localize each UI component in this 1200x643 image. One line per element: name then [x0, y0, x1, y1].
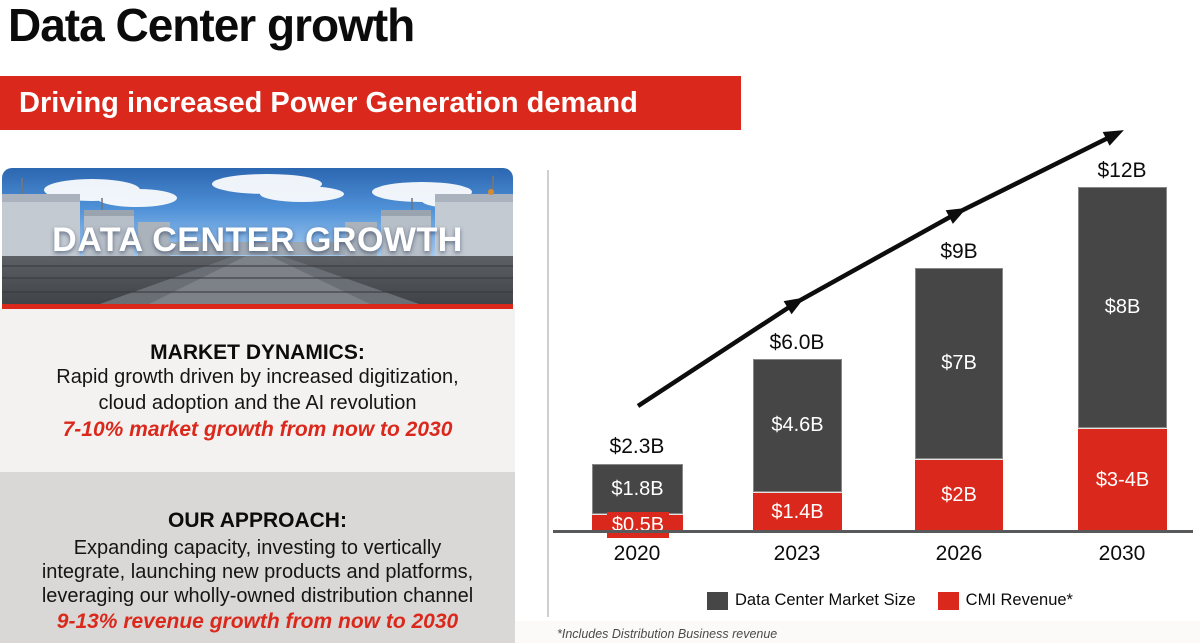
bar-segment-market-2020-label: $1.8B [611, 477, 664, 500]
total-label-2020: $2.3B [609, 435, 665, 458]
legend-swatch-cmi-revenue-icon [937, 591, 959, 610]
footnote-strip [515, 621, 1200, 643]
bar-segment-market-2030-label: $8B [1104, 296, 1141, 318]
bar-segment-market-2023: $4.6B [753, 359, 842, 492]
x-axis-line [553, 530, 1193, 533]
bar-segment-market-2030: $8B [1078, 187, 1167, 428]
total-label-2030: $12B [1097, 159, 1147, 182]
bar-segment-cmi-2030-label: $3-4B [1095, 468, 1150, 491]
bar-segment-market-2026-label: $7B [941, 352, 977, 374]
bar-segment-cmi-2026: $2B [915, 459, 1003, 531]
legend-label-cmi-revenue: CMI Revenue* [965, 591, 1073, 609]
bar-segment-market-2026: $7B [915, 268, 1003, 459]
axis-label-2020: 2020 [613, 542, 661, 565]
vertical-divider [547, 170, 549, 617]
market-dynamics-line-1: Rapid growth driven by increased digitiz… [56, 366, 459, 388]
our-approach-line-3: leveraging our wholly-owned distribution… [41, 585, 474, 607]
market-dynamics-highlight: 7-10% market growth from now to 2030 [62, 418, 453, 441]
axis-label-2023: 2023 [773, 542, 821, 565]
data-center-photo [2, 168, 513, 305]
bar-segment-cmi-2023-label: $1.4B [771, 500, 824, 523]
market-dynamics-panel [0, 309, 515, 472]
data-center-photo-illustration [2, 168, 513, 305]
total-label-2026: $9B [940, 240, 978, 263]
bar-segment-cmi-2023: $1.4B [753, 492, 842, 531]
our-approach-line-1: Expanding capacity, investing to vertica… [73, 537, 442, 559]
subtitle-banner-text: Driving increased Power Generation deman… [19, 87, 638, 119]
market-dynamics-heading: MARKET DYNAMICS: [150, 341, 365, 364]
our-approach-highlight: 9-13% revenue growth from now to 2030 [56, 610, 459, 633]
subtitle-banner: Driving increased Power Generation deman… [0, 76, 741, 130]
our-approach-panel [0, 472, 515, 643]
bar-segment-market-2020: $1.8B [592, 464, 683, 514]
bar-segment-cmi-2020-label: $0.5B [607, 512, 669, 538]
market-dynamics-line-2: cloud adoption and the AI revolution [98, 392, 417, 414]
legend-swatch-market-size-icon [707, 591, 729, 610]
axis-label-2030: 2030 [1098, 542, 1146, 565]
total-label-2023: $6.0B [769, 331, 825, 354]
photo-red-underline [2, 304, 513, 309]
photo-caption: DATA CENTER GROWTH [52, 221, 463, 259]
axis-label-2026: 2026 [935, 542, 983, 565]
chart-legend: Data Center Market Size CMI Revenue* [560, 591, 1200, 610]
chart-footnote: *Includes Distribution Business revenue [557, 627, 778, 641]
page-title: Data Center growth [8, 0, 415, 51]
bar-segment-cmi-2030: $3-4B [1078, 428, 1167, 531]
our-approach-line-2: integrate, launching new products and pl… [41, 561, 474, 583]
bar-segment-market-2023-label: $4.6B [771, 414, 824, 436]
legend-label-market-size: Data Center Market Size [735, 591, 916, 609]
our-approach-heading: OUR APPROACH: [168, 509, 347, 532]
bar-segment-cmi-2026-label: $2B [941, 484, 977, 506]
